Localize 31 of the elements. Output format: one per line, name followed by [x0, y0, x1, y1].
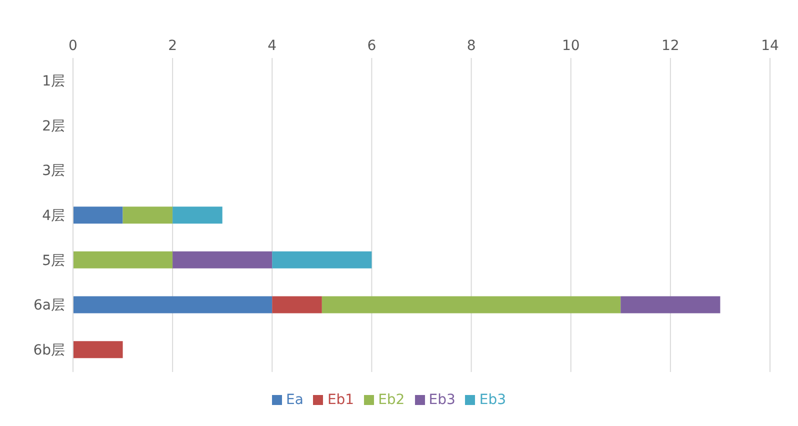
legend-label: Eb1 [327, 392, 354, 408]
legend-label: Ea [286, 392, 304, 408]
bar [73, 341, 123, 358]
y-tick-label: 6a层 [34, 298, 65, 314]
bar [322, 296, 621, 314]
legend-label: Eb2 [378, 392, 405, 408]
bar [172, 251, 272, 268]
x-tick-label: 0 [68, 38, 78, 54]
bar [272, 251, 372, 268]
x-tick-label: 12 [662, 38, 680, 54]
y-tick-label: 5层 [42, 252, 65, 269]
y-tick-label: 1层 [42, 73, 65, 90]
bar [122, 206, 173, 224]
bar [172, 206, 222, 224]
bar [620, 296, 720, 314]
x-tick-label: 4 [268, 38, 277, 54]
y-tick-label: 2层 [42, 118, 65, 134]
bar [272, 296, 322, 314]
legend-label: Eb3 [428, 392, 456, 408]
bar [73, 296, 272, 314]
y-tick-label: 4层 [42, 208, 65, 224]
y-tick-label: 6b层 [33, 342, 65, 359]
bar [73, 251, 173, 268]
x-tick-label: 14 [761, 38, 779, 54]
y-tick-label: 3层 [42, 163, 65, 180]
x-tick-label: 10 [562, 38, 580, 54]
bar [73, 206, 123, 224]
x-tick-label: 6 [367, 38, 376, 54]
legend-label: Eb3 [479, 392, 506, 408]
x-tick-label: 8 [466, 38, 476, 54]
x-tick-label: 2 [168, 38, 178, 54]
